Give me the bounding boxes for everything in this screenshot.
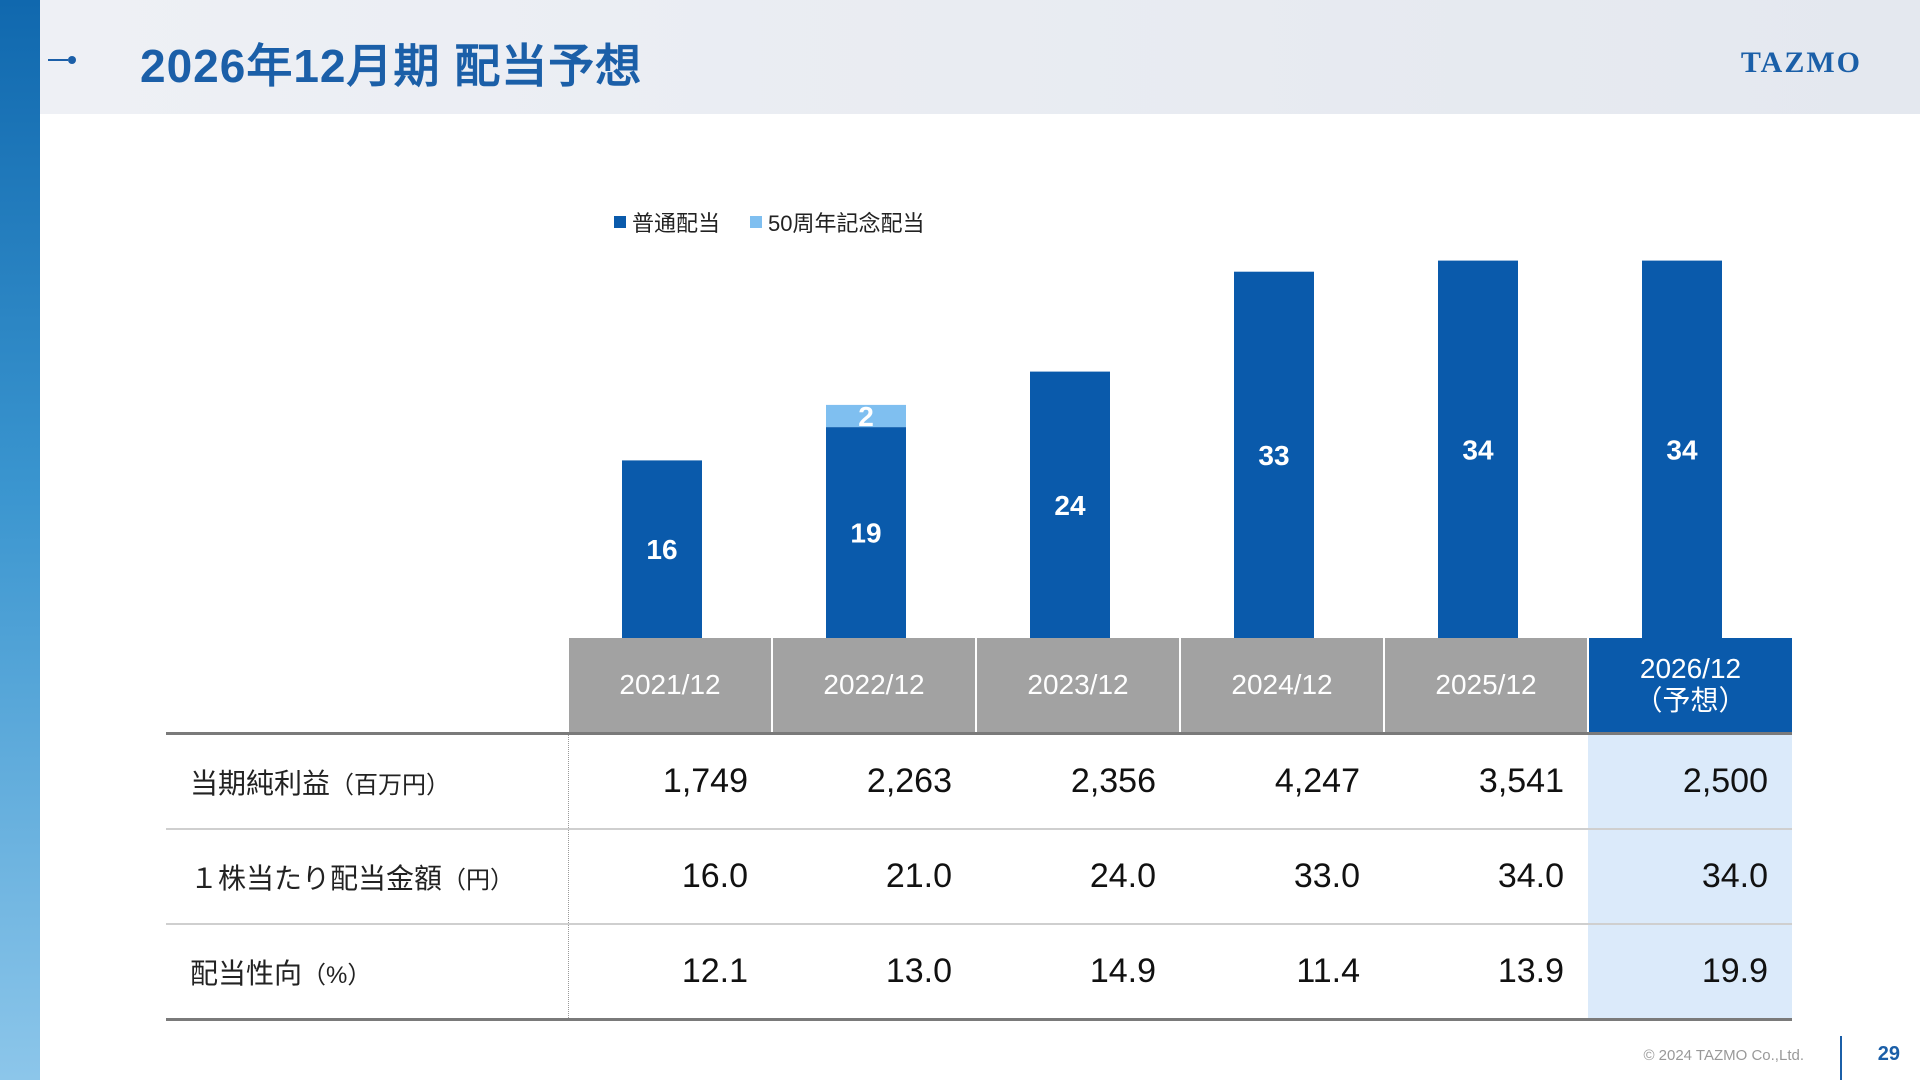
bar-value-label: 33 [1258,440,1289,471]
bar-regular-2024-12 [1234,271,1314,638]
row-label: 当期純利益（百万円） [166,732,569,829]
page-title: 2026年12月期 配当予想 [140,40,643,92]
chart-legend: 普通配当 50周年記念配当 [614,206,925,238]
legend-label-commemorative: 50周年記念配当 [768,211,925,236]
side-accent-bar [0,0,40,1080]
column-header: 2024/12 [1179,638,1384,734]
bar-value-label: 34 [1666,434,1698,465]
bar-value-label: 16 [646,534,677,565]
bar-commemorative-2022-12 [826,404,906,428]
table-cell: 4,247 [1180,732,1384,829]
financial-table: 2021/12 2022/12 2023/12 2024/12 2025/12 … [166,638,1792,1021]
bar-regular-2021-12 [622,460,702,638]
bar-value-label: 24 [1054,490,1086,521]
column-header-forecast: 2026/12 （予想） [1587,638,1792,734]
table-cell: 2,263 [772,732,976,829]
bar-value-label: 19 [850,518,881,549]
table-cell: 12.1 [568,923,772,1021]
table-cell-forecast: 19.9 [1588,923,1792,1021]
bar-value-label: 2 [858,401,874,432]
table-row: 配当性向（%） 12.1 13.0 14.9 11.4 13.9 19.9 [166,923,1792,1021]
column-header: 2025/12 [1383,638,1588,734]
legend-swatch-commemorative [750,216,763,228]
column-header: 2021/12 [567,638,772,734]
table-cell-forecast: 34.0 [1588,828,1792,924]
table-cell: 3,541 [1384,732,1588,829]
bar-regular-2023-12 [1030,371,1110,638]
row-label: １株当たり配当金額（円） [166,828,569,924]
slide-header: 2026年12月期 配当予想 TAZMO [40,0,1920,114]
table-cell-forecast: 2,500 [1588,732,1792,829]
column-header: 2023/12 [975,638,1180,734]
table-cell: 21.0 [772,828,976,924]
table-cell: 24.0 [976,828,1180,924]
row-label: 配当性向（%） [166,923,569,1021]
table-row: 当期純利益（百万円） 1,749 2,263 2,356 4,247 3,541… [166,732,1792,829]
table-cell: 13.9 [1384,923,1588,1021]
table-row: １株当たり配当金額（円） 16.0 21.0 24.0 33.0 34.0 34… [166,828,1792,924]
legend-swatch-regular [614,216,626,228]
bar-value-label: 34 [1462,434,1494,465]
legend-item-regular: 普通配当 [614,206,720,238]
legend-label-regular: 普通配当 [632,211,721,236]
table-cell: 13.0 [772,923,976,1021]
legend-item-commemorative: 50周年記念配当 [750,206,925,238]
column-header: 2022/12 [771,638,976,734]
footer-divider [1840,1036,1842,1080]
company-logo: TAZMO [1740,46,1862,79]
table-cell: 14.9 [976,923,1180,1021]
table-cell: 16.0 [568,828,772,924]
bar-regular-2026-12 [1642,260,1722,638]
bullet-connector-icon [48,56,76,64]
table-cell: 2,356 [976,732,1180,829]
dividend-bar-chart: 16 19 2 24 33 34 34 [622,260,1722,638]
table-cell: 1,749 [568,732,772,829]
table-cell: 33.0 [1180,828,1384,924]
table-cell: 34.0 [1384,828,1588,924]
copyright-text: © 2024 TAZMO Co.,Ltd. [1643,1047,1804,1064]
page-number: 29 [1877,1043,1900,1065]
table-header-row: 2021/12 2022/12 2023/12 2024/12 2025/12 … [166,638,1792,734]
bar-regular-2025-12 [1438,260,1518,638]
table-cell: 11.4 [1180,923,1384,1021]
table-corner [166,638,568,734]
bar-regular-2022-12 [826,427,906,638]
